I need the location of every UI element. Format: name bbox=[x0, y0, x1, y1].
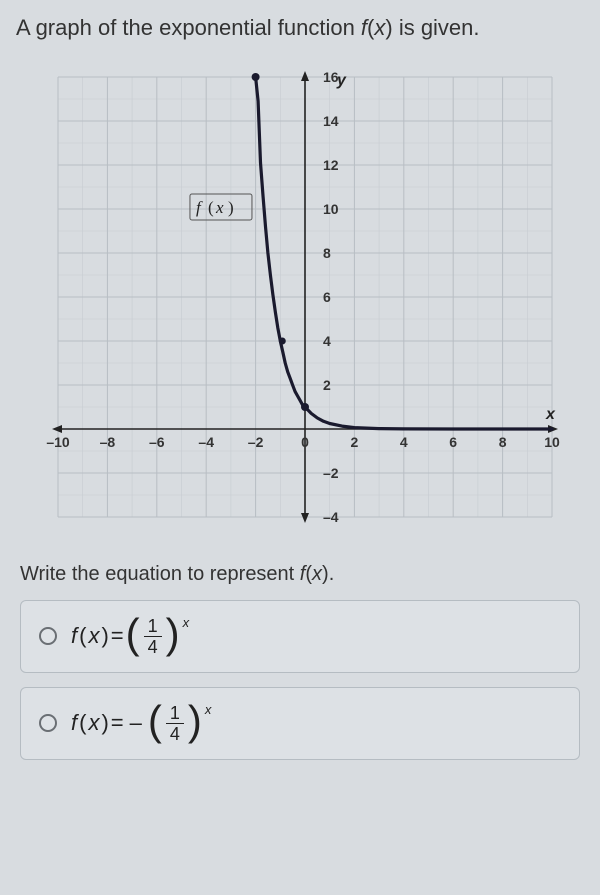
graph: –10–8–6–4–20246810–4–2246810121416yxf(x) bbox=[30, 61, 570, 541]
svg-text:2: 2 bbox=[351, 434, 359, 450]
svg-text:0: 0 bbox=[301, 434, 309, 450]
svg-text:8: 8 bbox=[323, 245, 331, 261]
radio-icon[interactable] bbox=[39, 714, 57, 732]
svg-text:f: f bbox=[196, 198, 203, 217]
svg-text:10: 10 bbox=[323, 201, 339, 217]
svg-text:14: 14 bbox=[323, 113, 339, 129]
svg-text:8: 8 bbox=[499, 434, 507, 450]
radio-icon[interactable] bbox=[39, 627, 57, 645]
svg-text:4: 4 bbox=[400, 434, 408, 450]
svg-text:6: 6 bbox=[323, 289, 331, 305]
svg-text:): ) bbox=[228, 198, 234, 217]
svg-text:4: 4 bbox=[323, 333, 331, 349]
answer-option-2[interactable]: f(x) = – ( 14 ) x bbox=[20, 687, 580, 760]
svg-text:x: x bbox=[545, 406, 556, 423]
svg-text:–2: –2 bbox=[323, 465, 339, 481]
answer-option-1[interactable]: f(x) = ( 14 ) x bbox=[20, 600, 580, 673]
svg-text:y: y bbox=[336, 72, 347, 89]
option-formula-1: f(x) = ( 14 ) x bbox=[71, 617, 188, 656]
svg-text:(: ( bbox=[208, 198, 214, 217]
svg-text:–4: –4 bbox=[323, 509, 339, 525]
prompt-text: Write the equation to represent f(x). bbox=[20, 563, 580, 586]
svg-text:–8: –8 bbox=[100, 434, 116, 450]
svg-text:–10: –10 bbox=[46, 434, 70, 450]
svg-text:2: 2 bbox=[323, 377, 331, 393]
option-formula-2: f(x) = – ( 14 ) x bbox=[71, 704, 210, 743]
svg-text:10: 10 bbox=[544, 434, 560, 450]
question-text: A graph of the exponential function f(x)… bbox=[16, 14, 584, 43]
svg-text:12: 12 bbox=[323, 157, 339, 173]
svg-text:6: 6 bbox=[449, 434, 457, 450]
svg-text:–2: –2 bbox=[248, 434, 264, 450]
svg-text:–4: –4 bbox=[198, 434, 214, 450]
svg-text:x: x bbox=[215, 198, 224, 217]
svg-text:–6: –6 bbox=[149, 434, 165, 450]
